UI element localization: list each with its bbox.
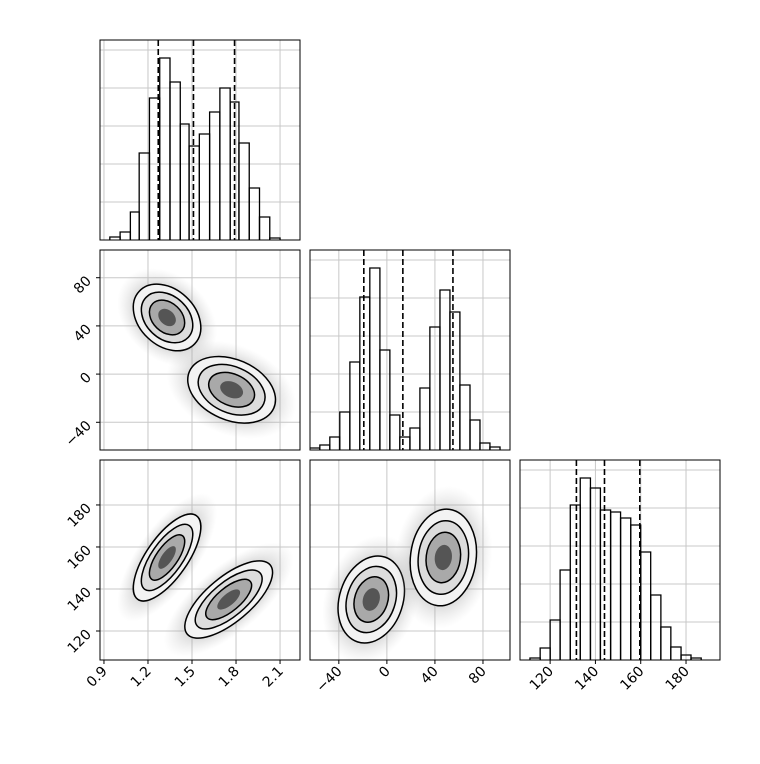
- density-contour: [220, 381, 244, 399]
- panel-frame: [99, 249, 301, 451]
- histogram-bin: [119, 231, 132, 240]
- histogram-bin: [619, 517, 632, 660]
- histogram-bin: [379, 349, 391, 450]
- histogram-bin: [539, 647, 551, 660]
- panel-frame: [309, 459, 511, 661]
- y-tick-label: 80: [71, 273, 95, 297]
- panel: [109, 40, 281, 240]
- histogram-bin: [569, 504, 581, 660]
- x-tick-label: 160: [617, 664, 647, 694]
- histogram-bin: [169, 81, 181, 240]
- x-tick-label: 0.9: [84, 664, 111, 691]
- x-tick-label: 0: [376, 664, 394, 682]
- panel: [310, 250, 501, 450]
- x-tick-label: −40: [313, 664, 345, 696]
- y-tick-label: 40: [71, 321, 95, 345]
- y-tick-label: 120: [65, 627, 95, 657]
- x-tick-label: 120: [527, 664, 557, 694]
- panel-frame: [309, 249, 511, 451]
- histogram-bin: [389, 414, 401, 450]
- histogram-bin: [329, 436, 341, 450]
- histogram-bin: [640, 551, 652, 660]
- histogram-bin: [339, 411, 351, 450]
- histogram-bin: [439, 289, 451, 450]
- histogram-bin: [369, 267, 381, 450]
- histogram-bin: [579, 477, 592, 660]
- x-tick-label: 40: [418, 664, 442, 688]
- x-tick-label: 1.2: [128, 664, 155, 691]
- histogram-bin: [198, 133, 211, 240]
- panel: [117, 493, 294, 657]
- panel-frame: [519, 459, 721, 661]
- histogram-bin: [670, 646, 682, 660]
- y-tick-label: 140: [65, 585, 95, 615]
- histogram-bin: [238, 142, 250, 240]
- histogram-bin: [469, 419, 481, 450]
- histogram-bin: [248, 187, 261, 240]
- y-tick-label: 160: [65, 542, 95, 572]
- histogram-bin: [599, 509, 612, 660]
- x-tick-label: 180: [663, 664, 693, 694]
- density-contour: [158, 546, 176, 569]
- x-tick-label: 80: [466, 664, 490, 688]
- histogram-bin: [459, 384, 471, 450]
- x-tick-label: 1.8: [216, 664, 243, 691]
- histogram-bin: [399, 436, 411, 450]
- panel-frame: [99, 459, 301, 661]
- y-tick-label: 0: [77, 370, 95, 388]
- histogram-bin: [258, 216, 271, 240]
- histogram-bin: [349, 361, 361, 450]
- histogram-bin: [549, 619, 561, 660]
- histogram-bin: [159, 57, 171, 240]
- panel: [117, 268, 297, 439]
- panel: [529, 460, 702, 660]
- panel-frame: [99, 39, 301, 241]
- panel: [322, 486, 493, 660]
- density-contour: [158, 308, 176, 327]
- histogram-bin: [609, 511, 622, 660]
- density-contour: [217, 589, 241, 610]
- y-tick-label: 180: [65, 500, 95, 530]
- histogram-bin: [650, 594, 662, 660]
- histogram-bin: [269, 237, 281, 240]
- histogram-bin: [489, 446, 501, 450]
- x-tick-label: 140: [572, 664, 602, 694]
- histogram-bin: [690, 657, 702, 660]
- density-contour: [434, 544, 452, 571]
- x-tick-label: 1.5: [172, 664, 199, 691]
- histogram-bin: [660, 626, 672, 660]
- x-tick-label: 2.1: [260, 664, 287, 691]
- density-contour: [362, 588, 380, 611]
- histogram-bin: [208, 111, 221, 240]
- histogram-bin: [449, 311, 461, 450]
- histogram-bin: [419, 387, 431, 450]
- y-tick-label: −40: [63, 418, 95, 450]
- histogram-bin: [179, 123, 190, 240]
- histogram-bin: [479, 442, 491, 450]
- histogram-bin: [409, 427, 421, 450]
- histogram-bin: [129, 211, 140, 240]
- histogram-bin: [319, 444, 331, 450]
